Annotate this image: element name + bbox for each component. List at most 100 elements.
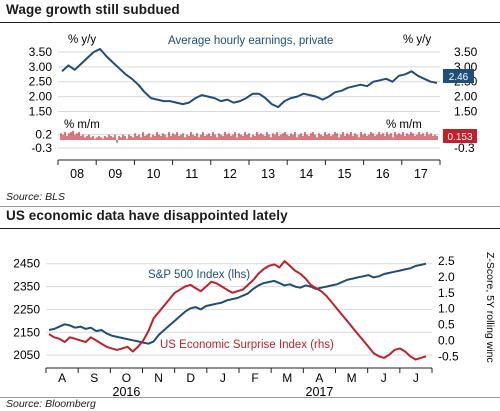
chart1-mm-bar [196, 133, 198, 140]
chart1-mm-bar [428, 134, 430, 140]
chart1-mm-bar [172, 133, 174, 140]
chart1-mm-bar [406, 133, 408, 140]
chart2-ytick-right: -0.5 [438, 349, 459, 363]
chart1-mm-bar [316, 137, 318, 140]
chart1-mm-bar [408, 134, 410, 140]
chart1-mm-bar [284, 132, 286, 140]
chart1-mm-bar [186, 134, 188, 140]
chart2-ytick-right: 2.5 [438, 254, 455, 268]
chart1-mm-bar [142, 132, 144, 140]
chart1-mm-bar [254, 136, 256, 140]
chart1-mm-bar [92, 136, 94, 140]
chart1-mm-bar [190, 132, 192, 140]
chart1-mm-bar [318, 133, 320, 140]
chart1-top-ytick-left: 2.00 [29, 90, 53, 104]
chart1-mm-bar [60, 133, 62, 140]
chart1-mm-bar [392, 137, 394, 140]
wage-growth-chart: 3.503.503.003.002.502.502.002.001.501.50… [29, 34, 478, 181]
chart1-mm-bar [292, 134, 294, 140]
chart2-ytick-left: 2350 [13, 280, 40, 294]
chart1-mm-bar [268, 134, 270, 140]
chart2-x-tick-label: J [220, 371, 226, 385]
chart1-mm-bar [116, 140, 118, 143]
chart1-mm-bar [136, 136, 138, 140]
chart1-mm-bar [342, 132, 344, 140]
chart1-mm-bar [330, 136, 332, 140]
chart1-mm-bar [274, 134, 276, 140]
chart1-mm-bar [386, 132, 388, 140]
chart1-mm-bar [264, 136, 266, 140]
chart1-x-tick-label: 11 [185, 167, 198, 181]
chart1-mm-bar [220, 134, 222, 140]
chart2-top-rule [0, 228, 500, 229]
chart1-mm-bar [372, 133, 374, 140]
chart1-mm-bar [218, 133, 220, 140]
chart1-mm-bar [100, 137, 102, 140]
chart1-mm-bar [252, 134, 254, 140]
chart1-mm-bar [174, 134, 176, 140]
chart1-mm-bar [432, 136, 434, 140]
chart1-mm-bar [88, 134, 90, 140]
chart1-mm-bar [126, 138, 128, 140]
chart1-mm-bar [346, 133, 348, 140]
chart1-bottom-unit-left: % m/m [64, 119, 100, 131]
chart1-mm-bar [326, 134, 328, 140]
chart1-mm-bar [98, 136, 100, 140]
chart1-mm-bar [388, 134, 390, 140]
chart1-bottom-ytick-left: -0.3 [31, 141, 52, 155]
chart1-mm-bars [60, 130, 438, 143]
chart2-x-tick-label: J [381, 371, 387, 385]
chart2-x-tick-label: O [122, 371, 131, 385]
economic-surprise-chart: 2450 2350 2250 2150 2050 2.5 2.0 1.5 1.0 0.50.0 -0… [13, 252, 496, 397]
chart1-mm-bar [210, 136, 212, 140]
chart1-mm-bar [84, 137, 86, 140]
chart1-mm-bar [352, 136, 354, 140]
chart1-mm-bar [398, 133, 400, 140]
chart1-mm-bar [366, 136, 368, 140]
chart1-mm-bar [304, 132, 306, 140]
chart1-top-rule [0, 22, 500, 23]
chart1-mm-bar [148, 133, 150, 140]
chart1-mm-bar [110, 136, 112, 140]
chart1-mm-bar [108, 134, 110, 140]
chart1-mm-bar [418, 132, 420, 140]
chart1-mm-last-value: 0.153 [447, 132, 472, 143]
chart1-mm-bar [288, 136, 290, 140]
chart1-x-tick-label: 12 [223, 167, 237, 181]
chart1-mm-bar [212, 132, 214, 140]
chart1-mm-bar [266, 132, 268, 140]
chart1-mm-bar [144, 136, 146, 140]
chart1-mm-bar [156, 132, 158, 140]
chart1-mm-bar [328, 133, 330, 140]
chart1-mm-bar [356, 134, 358, 140]
chart1-mm-bar [130, 136, 132, 140]
chart1-x-tick-label: 16 [376, 167, 390, 181]
chart1-mm-bar [286, 134, 288, 140]
chart1-mm-bar [238, 133, 240, 140]
chart1-mm-bar [362, 134, 364, 140]
chart1-mm-bar [94, 138, 96, 140]
chart1-top-ytick-right: 2.00 [454, 90, 478, 104]
chart1-mm-bar [436, 135, 438, 140]
chart1-mm-bar [270, 137, 272, 140]
chart1-x-tick-label: 09 [108, 167, 122, 181]
chart1-mm-bar [74, 134, 76, 140]
chart1-yy-last-value: 2.46 [449, 72, 469, 83]
chart1-mm-bar [128, 134, 130, 140]
chart1-mm-bar [364, 133, 366, 140]
chart1-x-tick-label: 08 [70, 167, 84, 181]
chart1-mm-bar [390, 133, 392, 140]
chart2-x-tick-label: J [413, 371, 419, 385]
chart2-source: Source: Bloomberg [6, 398, 96, 410]
chart1-mm-bar [72, 130, 74, 140]
chart1-mm-bar [280, 134, 282, 140]
chart1-mm-bar [282, 133, 284, 140]
chart1-mm-bar [158, 134, 160, 140]
chart1-top-ytick-right: 1.50 [454, 105, 478, 119]
chart1-mm-bar [78, 132, 80, 140]
chart2-ytick-left: 2050 [13, 348, 40, 362]
chart1-top-ytick-left: 3.00 [29, 60, 53, 74]
chart1-x-tick-label: 13 [261, 167, 275, 181]
chart1-mm-bar [308, 136, 310, 140]
chart1-mm-bar [338, 137, 340, 140]
